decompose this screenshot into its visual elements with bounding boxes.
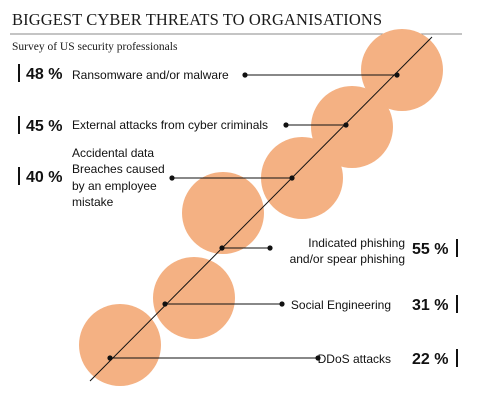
value-label-2: 45 %: [26, 118, 62, 135]
leader-end-dot-5: [279, 301, 285, 307]
value-label-5: 31 %: [412, 297, 448, 314]
value-bar-marker-1: [18, 64, 20, 82]
category-label-4-line-1: Indicated phishing: [308, 236, 405, 250]
value-bar-marker-4: [456, 239, 458, 257]
category-label-2-line-1: External attacks from cyber criminals: [72, 118, 268, 132]
leader-end-dot-6: [315, 355, 321, 361]
category-label-1-line-1: Ransomware and/or malware: [72, 68, 229, 82]
value-label-6: 22 %: [412, 351, 448, 368]
leader-end-dot-1: [242, 72, 248, 78]
leader-end-dot-2: [283, 122, 289, 128]
category-label-6-line-1: DDoS attacks: [318, 352, 391, 366]
value-bar-marker-3: [18, 167, 20, 185]
bubble-2: [311, 86, 393, 168]
data-point-6: [107, 355, 113, 361]
value-label-4: 55 %: [412, 241, 448, 258]
data-point-1: [394, 72, 400, 78]
leader-end-dot-3: [169, 175, 175, 181]
category-label-4-line-2: and/or spear phishing: [290, 252, 405, 266]
category-label-3-line-1: Accidental data: [72, 146, 154, 160]
value-label-1: 48 %: [26, 66, 62, 83]
bubble-4: [182, 172, 264, 254]
category-label-3-line-4: mistake: [72, 195, 114, 209]
marks-layer: Ransomware and/or malware 48 % External at…: [18, 64, 458, 368]
chart-subtitle: Survey of US security professionals: [12, 41, 178, 53]
category-label-5-line-1: Social Engineering: [291, 298, 391, 312]
category-label-3-line-3: by an employee: [72, 179, 157, 193]
chart-title: BIGGEST CYBER THREATS TO ORGANISATIONS: [12, 10, 382, 29]
category-label-3-line-2: Breaches caused: [72, 162, 165, 176]
leader-end-dot-4: [267, 245, 273, 251]
circles-layer: [79, 29, 443, 386]
data-point-5: [162, 301, 168, 307]
bubble-5: [153, 257, 235, 339]
bubble-6: [79, 304, 161, 386]
data-point-4: [219, 245, 225, 251]
value-bar-marker-6: [456, 349, 458, 367]
data-point-2: [343, 122, 349, 128]
bubble-3: [261, 137, 343, 219]
value-bar-marker-5: [456, 295, 458, 313]
data-point-3: [289, 175, 295, 181]
diagonal-axis-line: [89, 36, 433, 382]
value-label-3: 40 %: [26, 169, 62, 186]
value-bar-marker-2: [18, 116, 20, 134]
bubble-1: [361, 29, 443, 111]
